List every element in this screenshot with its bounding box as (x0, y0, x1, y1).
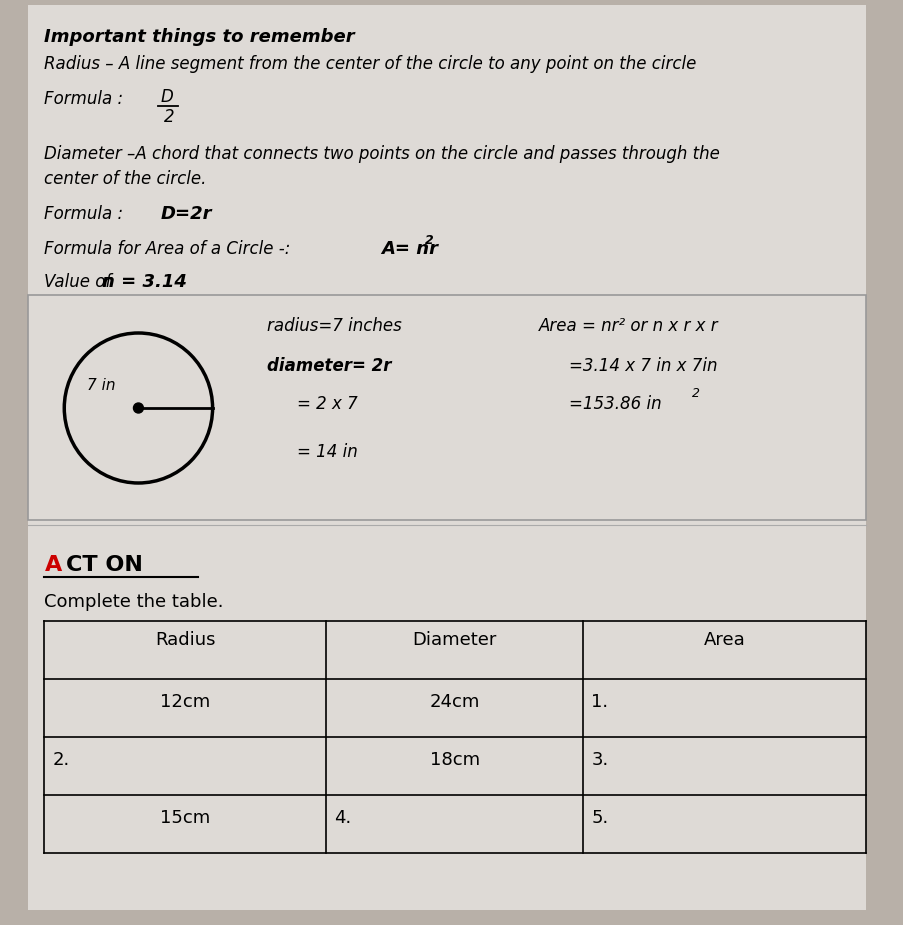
Text: 2.: 2. (52, 751, 70, 769)
Text: 2: 2 (424, 234, 433, 247)
Text: A: A (44, 555, 61, 575)
Text: Value of: Value of (44, 273, 116, 291)
Text: Diameter: Diameter (412, 631, 497, 649)
Text: 2: 2 (692, 387, 699, 400)
Text: 1.: 1. (591, 693, 608, 711)
Text: Important things to remember: Important things to remember (44, 28, 355, 46)
Text: Formula :: Formula : (44, 90, 129, 108)
Text: 2: 2 (164, 108, 174, 126)
Text: 3.: 3. (591, 751, 608, 769)
Text: 4.: 4. (334, 809, 351, 827)
FancyBboxPatch shape (28, 5, 865, 910)
Text: Diameter –A chord that connects two points on the circle and passes through the: Diameter –A chord that connects two poin… (44, 145, 720, 163)
Text: 24cm: 24cm (429, 693, 479, 711)
Text: Area = nr² or n x r x r: Area = nr² or n x r x r (538, 317, 718, 335)
Text: = 2 x 7: = 2 x 7 (296, 395, 357, 413)
Text: radius=7 inches: radius=7 inches (266, 317, 401, 335)
Text: = 14 in: = 14 in (296, 443, 357, 461)
Text: n = 3.14: n = 3.14 (102, 273, 187, 291)
Circle shape (134, 403, 144, 413)
Text: D: D (160, 88, 172, 106)
Text: 12cm: 12cm (160, 693, 210, 711)
Text: Complete the table.: Complete the table. (44, 593, 224, 611)
Text: Radius: Radius (155, 631, 216, 649)
Text: A= nr: A= nr (380, 240, 437, 258)
Text: 18cm: 18cm (429, 751, 479, 769)
FancyBboxPatch shape (28, 295, 865, 520)
Text: D=2r: D=2r (160, 205, 211, 223)
Text: diameter= 2r: diameter= 2r (266, 357, 391, 375)
Text: CT ON: CT ON (66, 555, 143, 575)
Text: Radius – A line segment from the center of the circle to any point on the circle: Radius – A line segment from the center … (44, 55, 696, 73)
Text: =3.14 x 7 in x 7in: =3.14 x 7 in x 7in (568, 357, 716, 375)
Text: center of the circle.: center of the circle. (44, 170, 207, 188)
Text: 15cm: 15cm (160, 809, 210, 827)
Text: 7 in: 7 in (87, 378, 116, 393)
Text: 5.: 5. (591, 809, 608, 827)
Text: Formula for Area of a Circle -:: Formula for Area of a Circle -: (44, 240, 301, 258)
Text: Area: Area (703, 631, 745, 649)
Text: =153.86 in: =153.86 in (568, 395, 660, 413)
Text: Formula :: Formula : (44, 205, 129, 223)
